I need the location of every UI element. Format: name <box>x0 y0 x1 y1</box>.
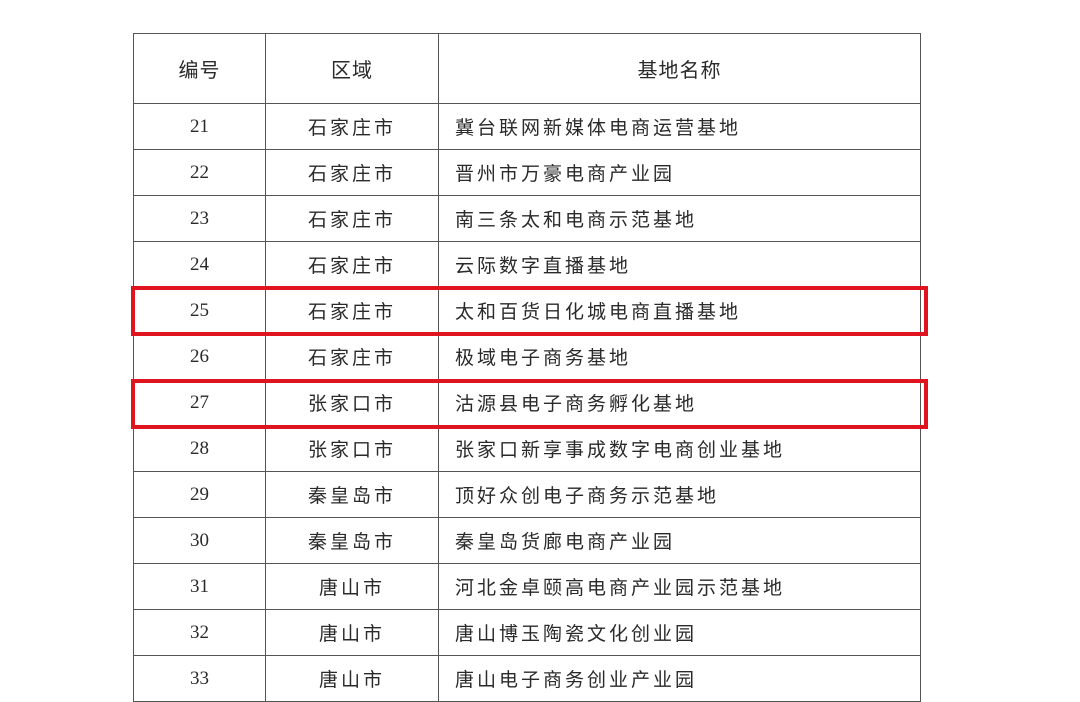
row-base-name: 顶好众创电子商务示范基地 <box>438 471 921 518</box>
table-row: 27 张家口市 沽源县电子商务孵化基地 <box>133 379 921 426</box>
row-region: 石家庄市 <box>265 149 439 196</box>
row-number: 25 <box>133 287 266 334</box>
table-row: 28 张家口市 张家口新享事成数字电商创业基地 <box>133 425 921 472</box>
table-row: 24 石家庄市 云际数字直播基地 <box>133 241 921 288</box>
row-number: 29 <box>133 471 266 518</box>
row-region: 石家庄市 <box>265 195 439 242</box>
table-row: 29 秦皇岛市 顶好众创电子商务示范基地 <box>133 471 921 518</box>
row-base-name: 河北金卓颐高电商产业园示范基地 <box>438 563 921 610</box>
row-number: 22 <box>133 149 266 196</box>
row-region: 石家庄市 <box>265 103 439 150</box>
row-number: 31 <box>133 563 266 610</box>
table-row: 22 石家庄市 晋州市万豪电商产业园 <box>133 149 921 196</box>
row-number: 28 <box>133 425 266 472</box>
row-region: 张家口市 <box>265 425 439 472</box>
row-base-name: 太和百货日化城电商直播基地 <box>438 287 921 334</box>
table-row: 30 秦皇岛市 秦皇岛货廊电商产业园 <box>133 517 921 564</box>
row-base-name: 云际数字直播基地 <box>438 241 921 288</box>
row-number: 23 <box>133 195 266 242</box>
row-base-name: 唐山电子商务创业产业园 <box>438 655 921 702</box>
row-base-name: 冀台联网新媒体电商运营基地 <box>438 103 921 150</box>
header-region: 区域 <box>265 33 439 104</box>
table-header-row: 编号 区域 基地名称 <box>133 33 921 104</box>
header-number: 编号 <box>133 33 266 104</box>
ecommerce-base-table: 编号 区域 基地名称 21 石家庄市 冀台联网新媒体电商运营基地 22 石家庄市 晋州市万… <box>133 33 921 702</box>
row-number: 32 <box>133 609 266 656</box>
row-number: 30 <box>133 517 266 564</box>
row-region: 唐山市 <box>265 609 439 656</box>
row-region: 石家庄市 <box>265 241 439 288</box>
table-row: 21 石家庄市 冀台联网新媒体电商运营基地 <box>133 103 921 150</box>
row-base-name: 极域电子商务基地 <box>438 333 921 380</box>
row-region: 秦皇岛市 <box>265 517 439 564</box>
header-base-name: 基地名称 <box>438 33 921 104</box>
row-base-name: 唐山博玉陶瓷文化创业园 <box>438 609 921 656</box>
table-row: 23 石家庄市 南三条太和电商示范基地 <box>133 195 921 242</box>
table-row: 31 唐山市 河北金卓颐高电商产业园示范基地 <box>133 563 921 610</box>
row-base-name: 晋州市万豪电商产业园 <box>438 149 921 196</box>
table-row: 26 石家庄市 极域电子商务基地 <box>133 333 921 380</box>
row-number: 27 <box>133 379 266 426</box>
row-number: 24 <box>133 241 266 288</box>
row-base-name: 张家口新享事成数字电商创业基地 <box>438 425 921 472</box>
row-region: 唐山市 <box>265 563 439 610</box>
row-base-name: 沽源县电子商务孵化基地 <box>438 379 921 426</box>
row-region: 秦皇岛市 <box>265 471 439 518</box>
row-region: 石家庄市 <box>265 287 439 334</box>
row-number: 21 <box>133 103 266 150</box>
row-region: 张家口市 <box>265 379 439 426</box>
row-region: 唐山市 <box>265 655 439 702</box>
row-region: 石家庄市 <box>265 333 439 380</box>
row-base-name: 秦皇岛货廊电商产业园 <box>438 517 921 564</box>
table-row: 25 石家庄市 太和百货日化城电商直播基地 <box>133 287 921 334</box>
row-base-name: 南三条太和电商示范基地 <box>438 195 921 242</box>
table-row: 32 唐山市 唐山博玉陶瓷文化创业园 <box>133 609 921 656</box>
row-number: 26 <box>133 333 266 380</box>
row-number: 33 <box>133 655 266 702</box>
table-row: 33 唐山市 唐山电子商务创业产业园 <box>133 655 921 702</box>
